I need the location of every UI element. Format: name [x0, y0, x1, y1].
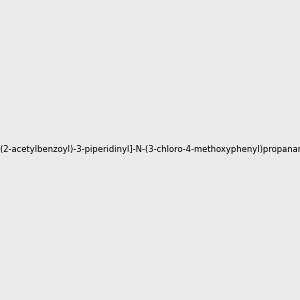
Text: 3-[1-(2-acetylbenzoyl)-3-piperidinyl]-N-(3-chloro-4-methoxyphenyl)propanamide: 3-[1-(2-acetylbenzoyl)-3-piperidinyl]-N-…: [0, 146, 300, 154]
